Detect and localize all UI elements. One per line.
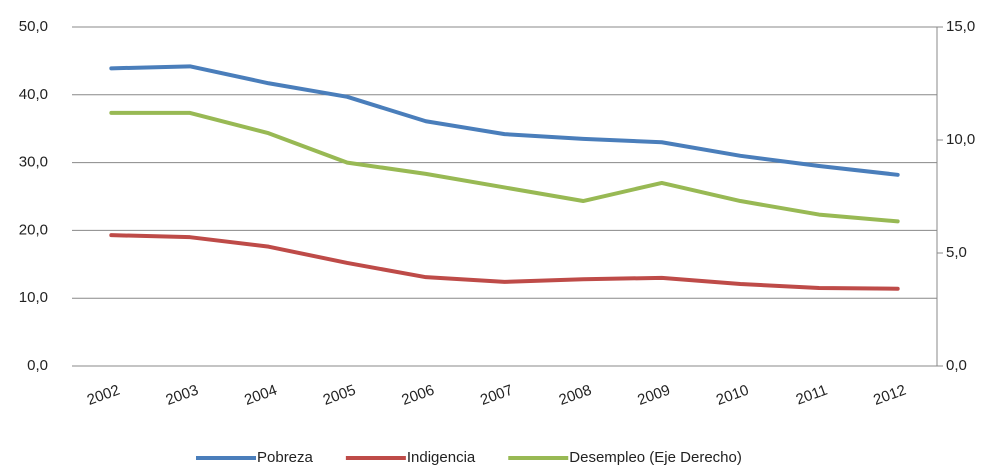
legend-label: Desempleo (Eje Derecho) [569,449,742,466]
y2-tick-label: 5,0 [946,244,967,261]
y2-tick-label: 15,0 [946,18,975,35]
y-tick-label: 30,0 [19,154,48,171]
x-tick-label: 2006 [399,382,436,409]
x-tick-label: 2011 [794,382,830,409]
x-tick-label: 2010 [714,382,751,409]
series-line [109,64,900,177]
x-tick-label: 2012 [871,382,908,409]
legend-label: Pobreza [257,449,314,466]
x-tick-label: 2009 [635,382,672,409]
x-tick-label: 2004 [242,382,279,409]
y-tick-label: 40,0 [19,86,48,103]
x-tick-label: 2003 [164,382,201,409]
x-tick-label: 2007 [478,382,515,409]
series-line [109,233,900,291]
series-line [109,110,900,224]
x-tick-label: 2002 [85,382,122,409]
y2-tick-label: 10,0 [946,131,975,148]
y-tick-label: 0,0 [27,357,48,374]
y-tick-label: 20,0 [19,221,48,238]
x-tick-label: 2005 [321,382,358,409]
x-tick-label: 2008 [557,382,594,409]
y-tick-label: 50,0 [19,18,48,35]
legend-label: Indigencia [407,449,476,466]
y2-tick-label: 0,0 [946,357,967,374]
y-tick-label: 10,0 [19,289,48,306]
